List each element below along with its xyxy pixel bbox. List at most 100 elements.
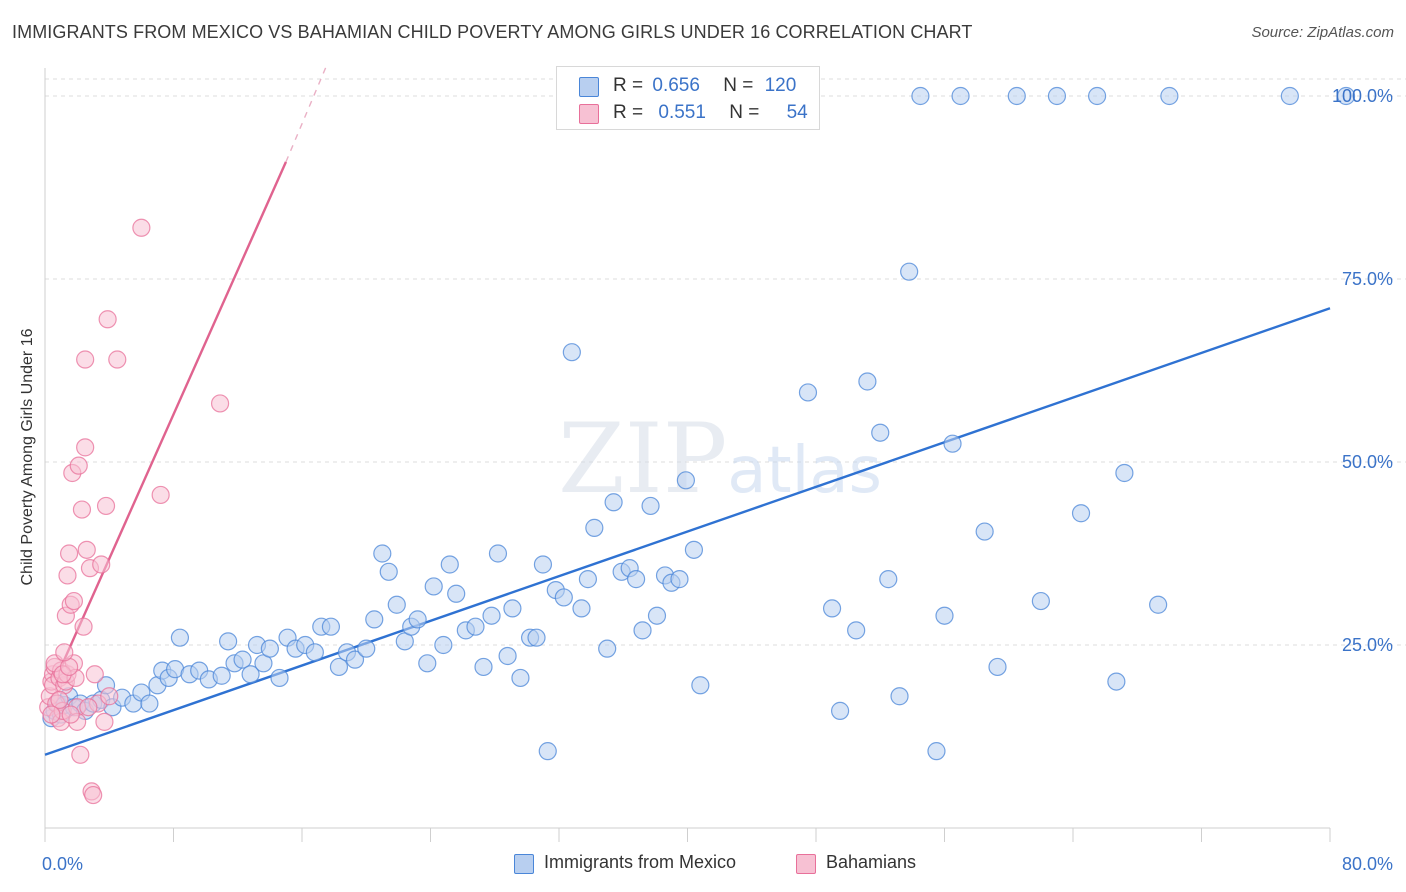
point-mexico xyxy=(847,621,866,640)
point-bahamians xyxy=(108,350,127,369)
point-mexico xyxy=(305,643,324,662)
point-bahamians xyxy=(59,544,79,563)
point-mexico xyxy=(533,555,553,574)
legend-r-label: R = xyxy=(613,102,644,123)
point-bahamians xyxy=(55,643,74,662)
point-mexico xyxy=(511,668,530,688)
point-mexico xyxy=(641,496,660,516)
gridlines xyxy=(45,78,1406,646)
point-mexico xyxy=(858,372,877,391)
point-bahamians xyxy=(210,394,230,413)
trendlines xyxy=(44,66,1331,756)
point-mexico xyxy=(482,606,501,625)
point-mexico xyxy=(585,518,604,537)
point-bahamians xyxy=(42,705,61,724)
y-tick-label: 50.0% xyxy=(1342,452,1393,472)
point-mexico xyxy=(260,639,279,658)
point-mexico xyxy=(988,657,1007,677)
point-bahamians xyxy=(84,785,103,805)
point-mexico xyxy=(447,584,466,603)
point-mexico xyxy=(503,599,522,618)
point-mexico xyxy=(935,606,954,625)
point-mexico xyxy=(691,676,710,695)
x-tick-label-min: 0.0% xyxy=(42,854,83,874)
point-mexico xyxy=(538,742,557,761)
point-mexico xyxy=(424,577,443,596)
point-mexico xyxy=(647,606,667,625)
point-mexico xyxy=(1087,86,1107,106)
point-mexico xyxy=(951,86,970,106)
legend-r-value: 0.656 xyxy=(652,75,700,96)
point-mexico xyxy=(1047,86,1067,106)
point-mexico xyxy=(170,628,190,647)
point-mexico xyxy=(321,617,341,636)
point-mexico xyxy=(975,522,994,541)
point-bahamians xyxy=(50,690,69,710)
point-mexico xyxy=(911,86,930,106)
point-mexico xyxy=(578,570,598,589)
point-mexico xyxy=(798,383,818,402)
point-mexico xyxy=(233,650,252,669)
point-mexico xyxy=(890,687,909,706)
point-bahamians xyxy=(61,705,80,724)
legend-n-label: N = xyxy=(729,102,760,123)
point-mexico xyxy=(554,588,573,607)
point-mexico xyxy=(270,668,289,688)
point-mexico xyxy=(927,742,946,761)
data-points xyxy=(39,86,1356,805)
point-bahamians xyxy=(74,617,93,636)
bottom-legend-label: Immigrants from Mexico xyxy=(544,852,737,872)
legend-r-value: 0.551 xyxy=(658,102,706,123)
point-mexico xyxy=(633,621,652,640)
point-bahamians xyxy=(79,698,98,717)
point-mexico xyxy=(1115,463,1134,483)
point-bahamians xyxy=(58,566,77,585)
y-tick-label: 25.0% xyxy=(1342,635,1393,655)
point-bahamians xyxy=(76,438,95,457)
y-tick-label: 100.0% xyxy=(1332,86,1393,106)
point-bahamians xyxy=(85,665,104,684)
point-bahamians xyxy=(132,218,151,237)
point-mexico xyxy=(418,654,437,673)
point-mexico xyxy=(440,555,459,574)
point-mexico xyxy=(1280,86,1299,106)
point-mexico xyxy=(345,650,365,669)
point-bahamians xyxy=(96,496,116,516)
point-mexico xyxy=(1149,595,1168,614)
point-bahamians xyxy=(77,540,96,559)
chart-title: IMMIGRANTS FROM MEXICO VS BAHAMIAN CHILD… xyxy=(12,22,973,42)
point-mexico xyxy=(434,635,453,655)
point-mexico xyxy=(676,471,695,490)
point-mexico xyxy=(387,595,406,614)
legend-swatch-pink xyxy=(579,104,599,124)
bottom-legend-label: Bahamians xyxy=(826,852,917,872)
point-bahamians xyxy=(92,555,111,574)
point-mexico xyxy=(822,599,842,618)
point-mexico xyxy=(379,562,398,581)
point-bahamians xyxy=(98,310,117,329)
point-mexico xyxy=(329,657,349,677)
point-mexico xyxy=(1071,504,1091,523)
tick-labels: 25.0% 50.0% 75.0% 100.0% 0.0% 80.0% xyxy=(42,86,1393,874)
legend-swatch-blue xyxy=(579,77,599,97)
point-mexico xyxy=(241,665,260,684)
point-mexico xyxy=(871,423,890,442)
point-bahamians xyxy=(151,485,170,505)
point-mexico xyxy=(572,599,591,618)
point-mexico xyxy=(1031,591,1050,611)
bottom-legend-swatch-pink xyxy=(796,854,816,874)
point-bahamians xyxy=(72,500,92,519)
point-mexico xyxy=(562,343,581,362)
x-tick-label-max: 80.0% xyxy=(1342,854,1393,874)
point-mexico xyxy=(219,632,238,651)
point-mexico xyxy=(598,639,617,658)
point-bahamians xyxy=(71,745,90,764)
bottom-legend-swatch-blue xyxy=(514,854,534,874)
point-mexico xyxy=(140,694,159,713)
point-mexico xyxy=(373,544,392,563)
point-mexico xyxy=(879,570,898,589)
point-mexico xyxy=(357,639,376,658)
point-mexico xyxy=(670,570,689,589)
watermark-atlas: atlas xyxy=(727,434,882,508)
